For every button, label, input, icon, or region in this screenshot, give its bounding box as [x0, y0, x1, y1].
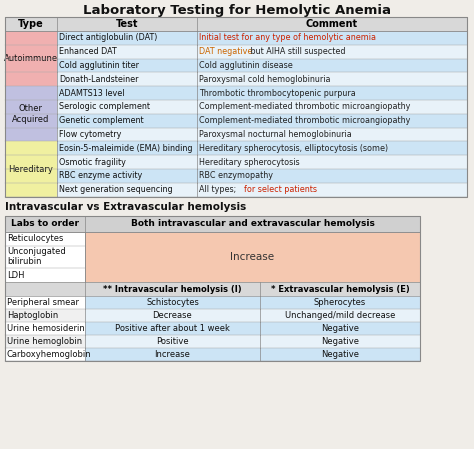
Text: Other
Acquired: Other Acquired — [12, 104, 50, 124]
Text: Intravascular vs Extravascular hemolysis: Intravascular vs Extravascular hemolysis — [5, 202, 246, 211]
Bar — [260, 296, 420, 309]
Bar — [57, 128, 467, 141]
Text: RBC enzyme activity: RBC enzyme activity — [59, 172, 142, 180]
Text: Cold agglutinin titer: Cold agglutinin titer — [59, 61, 139, 70]
Bar — [57, 72, 467, 86]
Text: Genetic complement: Genetic complement — [59, 116, 144, 125]
Text: Eosin-5-maleimide (EMA) binding: Eosin-5-maleimide (EMA) binding — [59, 144, 192, 153]
Text: Flow cytometry: Flow cytometry — [59, 130, 121, 139]
Bar — [260, 322, 420, 335]
Text: DAT negative: DAT negative — [199, 47, 252, 56]
Text: Spherocytes: Spherocytes — [314, 298, 366, 307]
Text: Positive after about 1 week: Positive after about 1 week — [115, 324, 230, 333]
Bar — [5, 31, 57, 86]
Bar — [85, 348, 260, 361]
Bar — [85, 335, 260, 348]
Text: All types;: All types; — [199, 185, 239, 194]
Text: but AIHA still suspected: but AIHA still suspected — [247, 47, 345, 56]
Bar — [5, 322, 85, 335]
Text: Schistocytes: Schistocytes — [146, 298, 199, 307]
Bar — [57, 31, 467, 45]
Bar — [5, 216, 420, 361]
Text: Type: Type — [18, 19, 44, 29]
Text: ** Intravascular hemolysis (I): ** Intravascular hemolysis (I) — [103, 285, 242, 294]
Text: Positive: Positive — [156, 337, 189, 346]
Text: Negative: Negative — [321, 350, 359, 359]
Text: Reticulocytes: Reticulocytes — [7, 234, 64, 243]
Text: Urine hemosiderin: Urine hemosiderin — [7, 324, 85, 333]
Bar — [85, 296, 260, 309]
Bar — [5, 282, 420, 296]
Text: * Extravascular hemolysis (E): * Extravascular hemolysis (E) — [271, 285, 410, 294]
Text: Direct antiglobulin (DAT): Direct antiglobulin (DAT) — [59, 33, 157, 42]
Bar — [85, 309, 260, 322]
Text: Test: Test — [116, 19, 138, 29]
Text: Both intravascular and extravascular hemolysis: Both intravascular and extravascular hem… — [130, 219, 374, 228]
Bar — [5, 309, 85, 322]
Text: Enhanced DAT: Enhanced DAT — [59, 47, 117, 56]
Text: Hereditary spherocytosis: Hereditary spherocytosis — [199, 158, 300, 167]
Text: Labs to order: Labs to order — [11, 219, 79, 228]
Bar — [5, 17, 467, 197]
Bar — [260, 348, 420, 361]
Text: Autoimmune: Autoimmune — [4, 54, 58, 63]
Text: Paroxysmal cold hemoglobinuria: Paroxysmal cold hemoglobinuria — [199, 75, 330, 84]
Text: Haptoglobin: Haptoglobin — [7, 311, 58, 320]
Text: Negative: Negative — [321, 337, 359, 346]
Text: Urine hemoglobin: Urine hemoglobin — [7, 337, 82, 346]
Text: Negative: Negative — [321, 324, 359, 333]
Text: Cold agglutinin disease: Cold agglutinin disease — [199, 61, 293, 70]
Bar — [5, 232, 85, 282]
Text: Increase: Increase — [155, 350, 191, 359]
Text: ADAMTS13 level: ADAMTS13 level — [59, 88, 125, 97]
Text: Increase: Increase — [230, 252, 274, 262]
Bar — [260, 335, 420, 348]
Text: Unchanged/mild decrease: Unchanged/mild decrease — [285, 311, 395, 320]
Text: Complement-mediated thrombotic microangiopathy: Complement-mediated thrombotic microangi… — [199, 116, 410, 125]
Text: Unconjugated
bilirubin: Unconjugated bilirubin — [7, 247, 66, 267]
Bar — [57, 155, 467, 169]
Bar — [5, 86, 57, 141]
Text: Initial test for any type of hemolytic anemia: Initial test for any type of hemolytic a… — [199, 33, 376, 42]
Bar — [57, 114, 467, 128]
Text: Serologic complement: Serologic complement — [59, 102, 150, 111]
Bar — [85, 232, 420, 282]
Text: for select patients: for select patients — [244, 185, 317, 194]
Bar — [85, 322, 260, 335]
Bar — [57, 100, 467, 114]
Bar — [5, 296, 85, 309]
Text: Laboratory Testing for Hemolytic Anemia: Laboratory Testing for Hemolytic Anemia — [83, 4, 391, 17]
Text: Carboxyhemoglobin: Carboxyhemoglobin — [7, 350, 91, 359]
Text: Decrease: Decrease — [153, 311, 192, 320]
Text: Peripheral smear: Peripheral smear — [7, 298, 79, 307]
Text: Complement-mediated thrombotic microangiopathy: Complement-mediated thrombotic microangi… — [199, 102, 410, 111]
Bar — [57, 59, 467, 72]
Bar — [5, 348, 85, 361]
Bar — [260, 309, 420, 322]
Text: LDH: LDH — [7, 270, 25, 279]
Text: Comment: Comment — [306, 19, 358, 29]
Text: Thrombotic thrombocytopenic purpura: Thrombotic thrombocytopenic purpura — [199, 88, 356, 97]
Bar — [57, 45, 467, 59]
Text: Next generation sequencing: Next generation sequencing — [59, 185, 173, 194]
Bar — [57, 169, 467, 183]
Bar — [57, 183, 467, 197]
Bar — [5, 17, 467, 31]
Bar — [5, 335, 85, 348]
Bar — [5, 141, 57, 197]
Bar — [57, 86, 467, 100]
Text: Donath-Landsteiner: Donath-Landsteiner — [59, 75, 138, 84]
Bar — [5, 216, 420, 232]
Text: Hereditary spherocytosis, elliptocytosis (some): Hereditary spherocytosis, elliptocytosis… — [199, 144, 388, 153]
Text: Osmotic fragility: Osmotic fragility — [59, 158, 126, 167]
Text: RBC enzymopathy: RBC enzymopathy — [199, 172, 273, 180]
Text: Paroxysmal nocturnal hemoglobinuria: Paroxysmal nocturnal hemoglobinuria — [199, 130, 352, 139]
Bar — [57, 141, 467, 155]
Text: Hereditary: Hereditary — [9, 164, 54, 173]
